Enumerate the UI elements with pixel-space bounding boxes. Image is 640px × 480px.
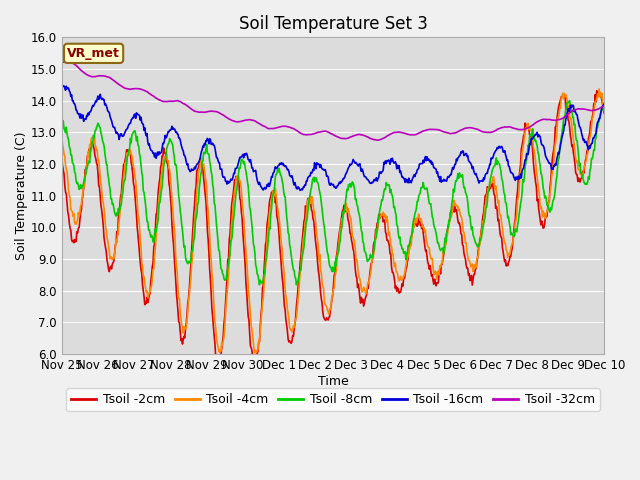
Tsoil -8cm [566,98,573,104]
Tsoil -4cm [207,257,215,263]
Line: Tsoil -32cm: Tsoil -32cm [62,62,604,140]
X-axis label: Time: Time [317,375,348,388]
Tsoil -2cm [179,341,186,347]
Tsoil -4cm [58,134,66,140]
Tsoil -2cm [415,216,423,221]
Tsoil -2cm [58,155,66,161]
Tsoil -4cm [68,208,76,214]
Tsoil -8cm [124,153,131,159]
Tsoil -16cm [208,142,216,147]
Tsoil -2cm [68,237,76,242]
Tsoil -16cm [59,83,67,88]
Tsoil -2cm [207,290,215,296]
Tsoil -4cm [595,86,603,92]
Tsoil -32cm [68,60,76,66]
Tsoil -8cm [207,169,215,175]
Tsoil -8cm [600,108,608,113]
Tsoil -16cm [58,84,66,89]
Tsoil -4cm [600,106,608,112]
Line: Tsoil -16cm: Tsoil -16cm [62,85,604,191]
Tsoil -32cm [600,103,608,108]
Tsoil -16cm [296,188,304,193]
Tsoil -16cm [179,148,187,154]
Tsoil -2cm [593,88,600,94]
Tsoil -8cm [68,152,76,158]
Line: Tsoil -2cm: Tsoil -2cm [62,91,604,367]
Text: VR_met: VR_met [67,47,120,60]
Tsoil -8cm [58,121,66,127]
Tsoil -32cm [179,101,187,107]
Line: Tsoil -4cm: Tsoil -4cm [62,89,604,353]
Tsoil -16cm [417,161,424,167]
Tsoil -32cm [124,86,132,92]
Tsoil -2cm [250,364,257,370]
Tsoil -32cm [208,108,216,114]
Tsoil -4cm [415,215,423,220]
Tsoil -4cm [179,324,186,329]
Tsoil -8cm [415,192,423,197]
Tsoil -2cm [400,276,408,282]
Tsoil -2cm [600,110,608,116]
Legend: Tsoil -2cm, Tsoil -4cm, Tsoil -8cm, Tsoil -16cm, Tsoil -32cm: Tsoil -2cm, Tsoil -4cm, Tsoil -8cm, Tsoi… [67,388,600,411]
Tsoil -4cm [251,350,259,356]
Tsoil -8cm [292,282,300,288]
Tsoil -32cm [401,130,408,136]
Tsoil -32cm [63,59,70,65]
Tsoil -16cm [124,123,132,129]
Tsoil -16cm [401,176,408,181]
Tsoil -8cm [179,228,186,234]
Tsoil -32cm [58,60,66,66]
Title: Soil Temperature Set 3: Soil Temperature Set 3 [239,15,428,33]
Y-axis label: Soil Temperature (C): Soil Temperature (C) [15,132,28,260]
Tsoil -4cm [124,153,131,159]
Tsoil -16cm [68,98,76,104]
Tsoil -16cm [600,101,608,107]
Tsoil -2cm [124,147,131,153]
Tsoil -32cm [375,137,383,143]
Tsoil -32cm [417,130,424,135]
Line: Tsoil -8cm: Tsoil -8cm [62,101,604,285]
Tsoil -8cm [400,251,408,256]
Tsoil -4cm [400,273,408,278]
